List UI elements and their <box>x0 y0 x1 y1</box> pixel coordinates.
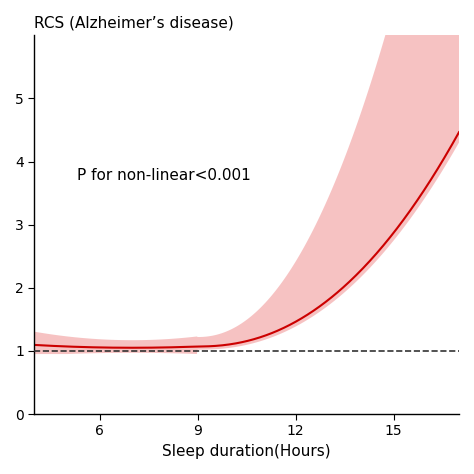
X-axis label: Sleep duration(Hours): Sleep duration(Hours) <box>162 444 331 459</box>
Text: RCS (Alzheimer’s disease): RCS (Alzheimer’s disease) <box>34 15 234 30</box>
Text: P for non-linear<0.001: P for non-linear<0.001 <box>77 168 251 183</box>
